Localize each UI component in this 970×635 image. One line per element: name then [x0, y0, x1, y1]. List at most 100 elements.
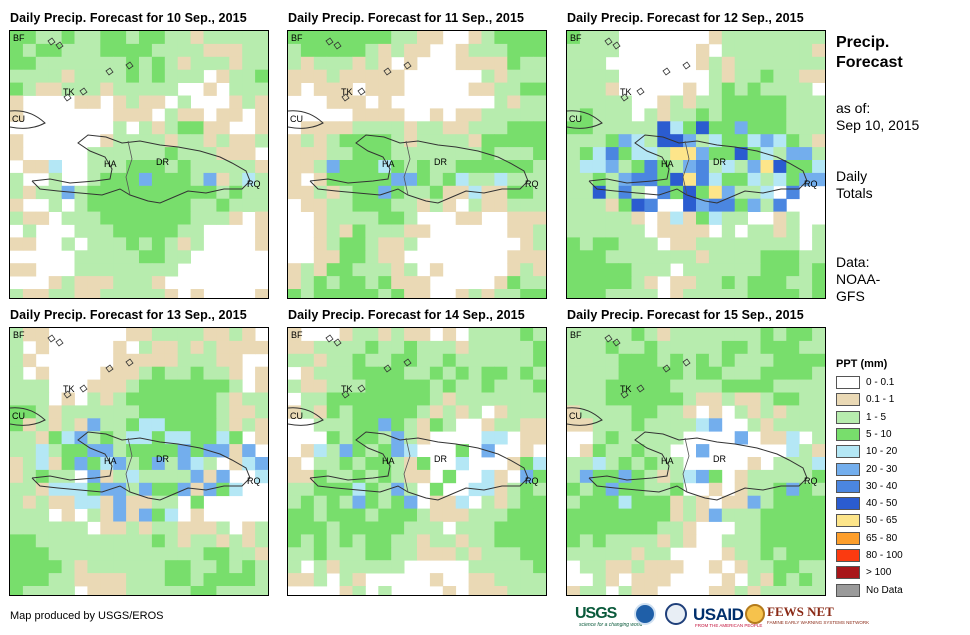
country-border: [682, 437, 690, 493]
legend-item: 10 - 20: [836, 445, 966, 459]
sidebar-title-line2: Forecast: [836, 54, 903, 71]
map-panel-3: BF TK CU HA DR RQ: [566, 30, 826, 299]
small-island: [636, 87, 645, 96]
small-island: [125, 61, 134, 70]
map-label-bf: BF: [570, 330, 582, 340]
coastline: [31, 431, 251, 501]
country-border: [125, 140, 133, 196]
map-label-cu: CU: [12, 114, 25, 124]
small-island: [604, 334, 613, 343]
map-panel-4: BF TK CU HA DR RQ: [9, 327, 269, 596]
map-label-dr: DR: [434, 157, 447, 167]
legend-label: 40 - 50: [866, 498, 898, 510]
small-island: [383, 364, 392, 373]
map-label-ha: HA: [104, 159, 117, 169]
as-of-date: Sep 10, 2015: [836, 117, 920, 133]
coastline: [309, 431, 529, 501]
small-island: [662, 67, 671, 76]
map-label-cu: CU: [290, 411, 303, 421]
map-label-rq: RQ: [525, 179, 539, 189]
map-credit: Map produced by USGS/EROS: [10, 610, 164, 622]
legend-swatch: [836, 531, 860, 545]
legend-swatch: [836, 479, 860, 493]
map-label-bf: BF: [570, 33, 582, 43]
panel-title-3: Daily Precip. Forecast for 12 Sep., 2015: [567, 11, 804, 25]
small-island: [63, 93, 72, 102]
small-island: [604, 37, 613, 46]
map-label-cu: CU: [569, 114, 582, 124]
map-label-dr: DR: [713, 454, 726, 464]
map-label-rq: RQ: [525, 476, 539, 486]
map-label-ha: HA: [382, 456, 395, 466]
usgs-logo: USGS: [575, 605, 617, 622]
legend-label: No Data: [866, 584, 903, 596]
cuba-coastline: [288, 407, 324, 426]
agency-seal-icon: [665, 603, 687, 625]
small-island: [105, 364, 114, 373]
small-island: [55, 338, 64, 347]
map-label-ha: HA: [661, 456, 674, 466]
small-island: [383, 67, 392, 76]
map-panel-6: BF TK CU HA DR RQ: [566, 327, 826, 596]
map-label-rq: RQ: [247, 476, 261, 486]
panel-title-6: Daily Precip. Forecast for 15 Sep., 2015: [567, 308, 804, 322]
legend-item: 5 - 10: [836, 427, 966, 442]
legend-swatch: [836, 427, 860, 441]
legend-swatch: [836, 376, 860, 389]
map-label-ha: HA: [661, 159, 674, 169]
legend-swatch: [836, 445, 860, 459]
map-label-tk: TK: [341, 87, 353, 97]
legend-swatch: [836, 462, 860, 476]
legend-label: 10 - 20: [866, 446, 898, 458]
legend-label: 5 - 10: [866, 428, 892, 440]
map-label-tk: TK: [620, 384, 632, 394]
legend-item: 40 - 50: [836, 497, 966, 511]
legend-label: 20 - 30: [866, 463, 898, 475]
panel-title-1: Daily Precip. Forecast for 10 Sep., 2015: [10, 11, 247, 25]
precip-map: [10, 328, 268, 595]
map-label-rq: RQ: [804, 179, 818, 189]
legend-label: 30 - 40: [866, 480, 898, 492]
legend-title: PPT (mm): [836, 358, 888, 370]
small-island: [79, 87, 88, 96]
sidebar-title-line1: Precip.: [836, 34, 890, 51]
map-panel-1: BF TK CU HA DR RQ: [9, 30, 269, 299]
legend-swatch: [836, 393, 860, 407]
small-island: [105, 67, 114, 76]
precip-map: [288, 328, 546, 595]
legend-swatch: [836, 566, 860, 580]
legend-item: 65 - 80: [836, 531, 966, 546]
cuba-coastline: [10, 110, 46, 129]
small-island: [325, 37, 334, 46]
fews-net-icon: [745, 604, 765, 624]
legend-label: 65 - 80: [866, 532, 898, 544]
fews-net-logo: FEWS NET: [767, 604, 834, 619]
legend-item: 80 - 100: [836, 549, 966, 563]
small-island: [333, 41, 342, 50]
legend-item: No Data: [836, 583, 966, 598]
coastline: [309, 134, 529, 204]
legend-label: > 100: [866, 567, 892, 579]
small-island: [636, 384, 645, 393]
as-of-block: as of: Sep 10, 2015: [836, 100, 919, 134]
small-island: [333, 338, 342, 347]
legend-swatch: [836, 410, 860, 424]
small-island: [612, 41, 621, 50]
legend-label: 0.1 - 1: [866, 394, 895, 406]
map-label-dr: DR: [156, 157, 169, 167]
map-label-cu: CU: [569, 411, 582, 421]
legend-swatch: [836, 549, 860, 562]
legend-item: 50 - 65: [836, 514, 966, 528]
map-panel-5: BF TK CU HA DR RQ: [287, 327, 547, 596]
legend-label: 0 - 0.1: [866, 377, 895, 388]
legend-label: 80 - 100: [866, 550, 903, 561]
small-island: [125, 358, 134, 367]
small-island: [403, 358, 412, 367]
map-label-rq: RQ: [247, 179, 261, 189]
country-border: [403, 140, 411, 196]
panel-title-5: Daily Precip. Forecast for 14 Sep., 2015: [288, 308, 525, 322]
cuba-coastline: [567, 407, 603, 426]
small-island: [620, 390, 629, 399]
map-label-dr: DR: [156, 454, 169, 464]
usgs-tagline: science for a changing world: [579, 622, 643, 628]
